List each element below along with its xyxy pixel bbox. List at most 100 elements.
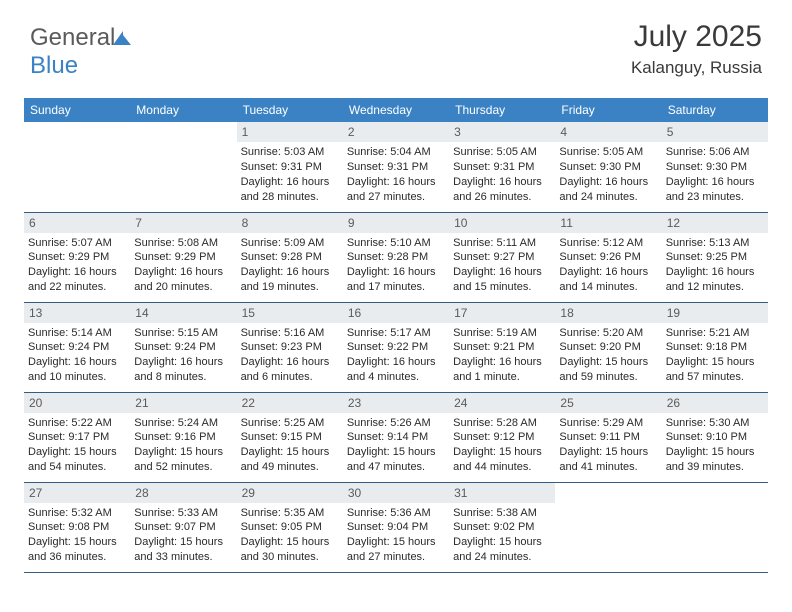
cell-info-line: and 44 minutes.: [453, 460, 551, 475]
cell-info-line: Sunrise: 5:29 AM: [559, 416, 657, 431]
calendar-week-row: 1Sunrise: 5:03 AMSunset: 9:31 PMDaylight…: [24, 122, 768, 212]
cell-info-line: Sunrise: 5:07 AM: [28, 236, 126, 251]
cell-info-line: and 54 minutes.: [28, 460, 126, 475]
day-number: 16: [343, 303, 449, 323]
cell-info-line: and 28 minutes.: [241, 190, 339, 205]
cell-info-line: and 17 minutes.: [347, 280, 445, 295]
calendar-cell: 26Sunrise: 5:30 AMSunset: 9:10 PMDayligh…: [662, 392, 768, 482]
cell-info-line: Daylight: 15 hours: [347, 535, 445, 550]
day-number: 29: [237, 483, 343, 503]
cell-info-line: Sunset: 9:28 PM: [347, 250, 445, 265]
cell-info-line: Sunrise: 5:15 AM: [134, 326, 232, 341]
day-number: 4: [555, 122, 661, 142]
cell-info-line: and 6 minutes.: [241, 370, 339, 385]
cell-info-line: Daylight: 16 hours: [666, 175, 764, 190]
cell-info-line: Sunset: 9:18 PM: [666, 340, 764, 355]
cell-info-line: Sunrise: 5:20 AM: [559, 326, 657, 341]
cell-info-line: Sunrise: 5:12 AM: [559, 236, 657, 251]
day-number: 13: [24, 303, 130, 323]
calendar-cell: 22Sunrise: 5:25 AMSunset: 9:15 PMDayligh…: [237, 392, 343, 482]
cell-info-line: Sunset: 9:24 PM: [28, 340, 126, 355]
calendar-cell: 1Sunrise: 5:03 AMSunset: 9:31 PMDaylight…: [237, 122, 343, 212]
cell-info-line: and 57 minutes.: [666, 370, 764, 385]
cell-info-line: Daylight: 16 hours: [241, 355, 339, 370]
calendar-cell: 21Sunrise: 5:24 AMSunset: 9:16 PMDayligh…: [130, 392, 236, 482]
day-number: 14: [130, 303, 236, 323]
cell-info-line: Sunset: 9:07 PM: [134, 520, 232, 535]
cell-info-line: and 26 minutes.: [453, 190, 551, 205]
day-number: 7: [130, 213, 236, 233]
cell-info-line: Daylight: 16 hours: [347, 265, 445, 280]
calendar-cell: 11 Sunrise: 5:12 AMSunset: 9:26 PMDayligh…: [555, 212, 661, 302]
calendar-cell: 4Sunrise: 5:05 AMSunset: 9:30 PMDaylight…: [555, 122, 661, 212]
calendar-week-row: 13Sunrise: 5:14 AMSunset: 9:24 PMDayligh…: [24, 302, 768, 392]
day-header: Monday: [130, 98, 236, 122]
cell-info-line: and 22 minutes.: [28, 280, 126, 295]
cell-info-line: Sunset: 9:20 PM: [559, 340, 657, 355]
cell-info-line: Daylight: 16 hours: [453, 175, 551, 190]
day-number: 18: [555, 303, 661, 323]
calendar-cell: 7Sunrise: 5:08 AMSunset: 9:29 PMDaylight…: [130, 212, 236, 302]
cell-info-line: Sunrise: 5:24 AM: [134, 416, 232, 431]
cell-info-line: Sunrise: 5:19 AM: [453, 326, 551, 341]
cell-info-line: Sunrise: 5:05 AM: [559, 145, 657, 160]
cell-info-line: Sunset: 9:11 PM: [559, 430, 657, 445]
cell-info-line: Daylight: 16 hours: [559, 265, 657, 280]
cell-info-line: Sunrise: 5:04 AM: [347, 145, 445, 160]
calendar-cell: 24Sunrise: 5:28 AMSunset: 9:12 PMDayligh…: [449, 392, 555, 482]
calendar-cell: 9Sunrise: 5:10 AMSunset: 9:28 PMDaylight…: [343, 212, 449, 302]
cell-info-line: Sunrise: 5:22 AM: [28, 416, 126, 431]
day-number: 11: [555, 213, 661, 233]
calendar-cell: 28Sunrise: 5:33 AMSunset: 9:07 PMDayligh…: [130, 482, 236, 572]
day-header: Tuesday: [237, 98, 343, 122]
calendar-cell: 17Sunrise: 5:19 AMSunset: 9:21 PMDayligh…: [449, 302, 555, 392]
cell-info-line: and 41 minutes.: [559, 460, 657, 475]
calendar-cell: 8Sunrise: 5:09 AMSunset: 9:28 PMDaylight…: [237, 212, 343, 302]
cell-info-line: Sunrise: 5:10 AM: [347, 236, 445, 251]
calendar-cell: [24, 122, 130, 212]
cell-info-line: Sunset: 9:26 PM: [559, 250, 657, 265]
cell-info-line: Sunrise: 5:35 AM: [241, 506, 339, 521]
cell-info-line: and 30 minutes.: [241, 550, 339, 565]
cell-info-line: Daylight: 15 hours: [666, 445, 764, 460]
day-number: 21: [130, 393, 236, 413]
cell-info-line: Sunrise: 5:30 AM: [666, 416, 764, 431]
calendar-cell: 16Sunrise: 5:17 AMSunset: 9:22 PMDayligh…: [343, 302, 449, 392]
cell-info-line: Sunset: 9:21 PM: [453, 340, 551, 355]
cell-info-line: Sunset: 9:24 PM: [134, 340, 232, 355]
cell-info-line: Sunrise: 5:21 AM: [666, 326, 764, 341]
cell-info-line: Sunset: 9:16 PM: [134, 430, 232, 445]
cell-info-line: Daylight: 15 hours: [559, 445, 657, 460]
cell-info-line: and 59 minutes.: [559, 370, 657, 385]
cell-info-line: Daylight: 16 hours: [134, 355, 232, 370]
cell-info-line: Sunset: 9:15 PM: [241, 430, 339, 445]
cell-info-line: Sunset: 9:04 PM: [347, 520, 445, 535]
day-number: 26: [662, 393, 768, 413]
day-number: 2: [343, 122, 449, 142]
cell-info-line: and 33 minutes.: [134, 550, 232, 565]
cell-info-line: Sunset: 9:12 PM: [453, 430, 551, 445]
calendar-cell: 2Sunrise: 5:04 AMSunset: 9:31 PMDaylight…: [343, 122, 449, 212]
logo-triangle-icon: [113, 31, 123, 45]
cell-info-line: Daylight: 15 hours: [666, 355, 764, 370]
cell-info-line: Daylight: 16 hours: [134, 265, 232, 280]
month-title: July 2025: [631, 20, 762, 54]
day-header: Thursday: [449, 98, 555, 122]
calendar-cell: 14 Sunrise: 5:15 AMSunset: 9:24 PMDayligh…: [130, 302, 236, 392]
cell-info-line: Daylight: 15 hours: [453, 535, 551, 550]
cell-info-line: and 19 minutes.: [241, 280, 339, 295]
cell-info-line: Sunset: 9:30 PM: [666, 160, 764, 175]
calendar-cell: 18 Sunrise: 5:20 AMSunset: 9:20 PMDayligh…: [555, 302, 661, 392]
cell-info-line: Sunset: 9:05 PM: [241, 520, 339, 535]
calendar-cell: 20Sunrise: 5:22 AMSunset: 9:17 PMDayligh…: [24, 392, 130, 482]
calendar-table: SundayMondayTuesdayWednesdayThursdayFrid…: [24, 98, 768, 573]
cell-info-line: Sunrise: 5:09 AM: [241, 236, 339, 251]
cell-info-line: Daylight: 16 hours: [241, 265, 339, 280]
cell-info-line: Daylight: 16 hours: [28, 355, 126, 370]
calendar-body: 1Sunrise: 5:03 AMSunset: 9:31 PMDaylight…: [24, 122, 768, 572]
cell-info-line: and 39 minutes.: [666, 460, 764, 475]
cell-info-line: Sunset: 9:23 PM: [241, 340, 339, 355]
cell-info-line: Daylight: 15 hours: [559, 355, 657, 370]
cell-info-line: Sunrise: 5:25 AM: [241, 416, 339, 431]
cell-info-line: Daylight: 15 hours: [28, 535, 126, 550]
